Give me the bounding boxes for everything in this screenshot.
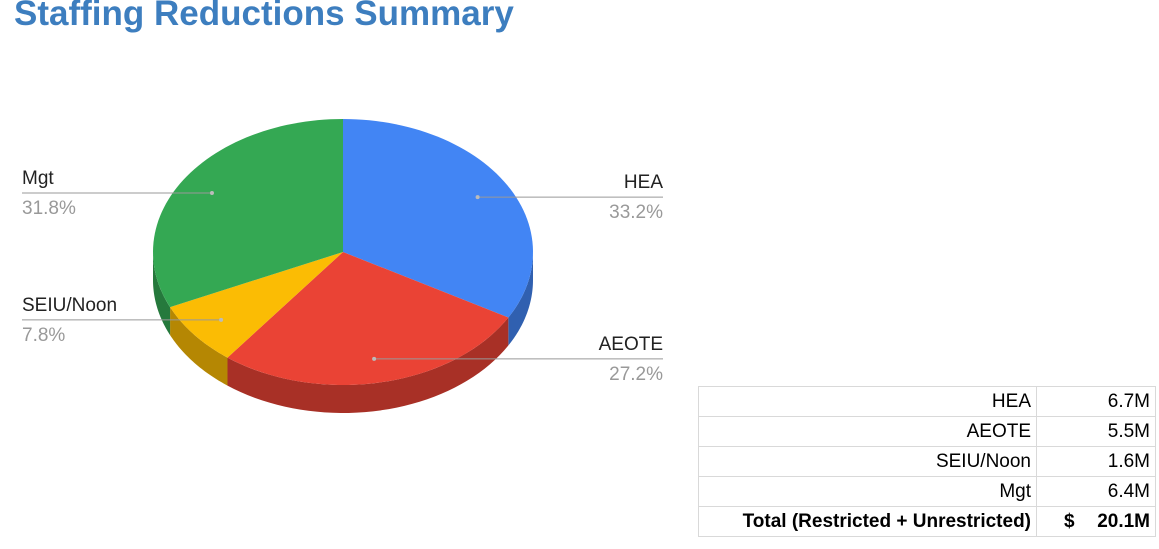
slice [227,252,509,385]
leader-dot [219,317,224,322]
slice-percent: 33.2% [609,202,663,223]
table-cell: Mgt [698,476,1037,507]
leader-dot [209,190,214,195]
table-cell: SEIU/Noon [698,446,1037,477]
summary-table: HEA 6.7M AEOTE 5.5M SEIU/Noon 1.6M Mgt 6.4M Tota… [698,386,1156,537]
slice-label: AEOTE [599,334,663,355]
table-cell: 1.6M [1036,446,1156,477]
slice [343,119,533,318]
table-cell: AEOTE [698,416,1037,447]
table-cell: Total (Restricted + Unrestricted) [698,506,1037,537]
slice-side [153,252,171,336]
slice-label: SEIU/Noon [22,295,117,316]
leader-dot [475,195,480,200]
slice [170,252,343,358]
currency: $ [1064,510,1075,532]
total-row: Total (Restricted + Unrestricted) $20.1M [698,506,1156,537]
slice-side [508,252,533,346]
slice-label: Mgt [22,168,54,189]
slice-percent: 7.8% [22,325,65,346]
total-value: 20.1M [1097,510,1150,532]
table-cell: HEA [698,386,1037,417]
table-row: Mgt 6.4M [698,476,1156,507]
table-row: AEOTE 5.5M [698,416,1156,447]
table-row: SEIU/Noon 1.6M [698,446,1156,477]
slice-side [170,307,228,386]
table-cell: $20.1M [1036,506,1156,537]
table-cell: 6.4M [1036,476,1156,507]
leader-dot [372,356,377,361]
slice-side [227,317,509,413]
table-cell: 6.7M [1036,386,1156,417]
slice [153,119,343,308]
table-row: HEA 6.7M [698,386,1156,417]
table-cell: 5.5M [1036,416,1156,447]
slide-title: Staffing Reductions Summary [14,0,514,33]
slice-percent: 27.2% [609,364,663,385]
slice-percent: 31.8% [22,198,76,219]
slice-label: HEA [624,172,663,193]
chart: HEA 33.2% AEOTE 27.2% SEIU/Noon 7.8% Mgt 31.8% [22,119,663,413]
